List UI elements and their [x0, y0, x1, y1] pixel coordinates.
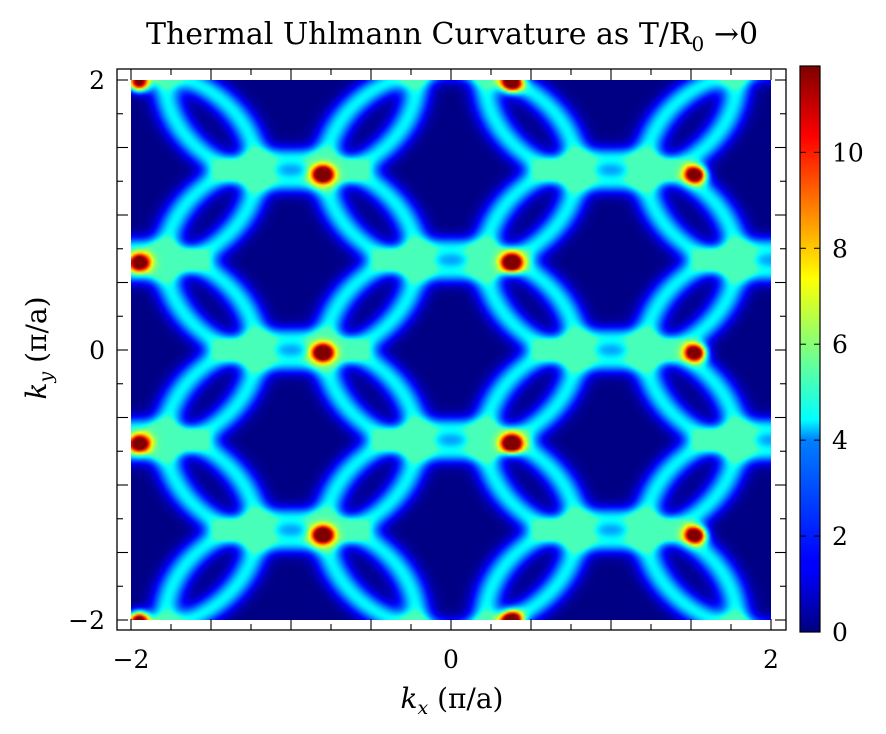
y-tick-label: 2 [89, 66, 105, 95]
colorbar-ticks: 0 2 4 6 8 10 [800, 138, 864, 647]
colorbar-tick-label: 10 [832, 138, 864, 167]
x-tick-label: 2 [763, 645, 779, 674]
y-tick-label: 0 [89, 336, 105, 365]
axis-tick-labels: −2 0 2 −2 0 2 [68, 66, 779, 674]
heatmap-plot [131, 80, 771, 620]
y-axis-label: ky (π/a) [20, 297, 57, 400]
x-tick-label: −2 [113, 645, 150, 674]
x-tick-label: 0 [443, 645, 459, 674]
x-axis-label: kx (π/a) [401, 682, 504, 719]
colorbar-gradient [799, 65, 821, 633]
chart-title: Thermal Uhlmann Curvature as T/R0 →0 [146, 17, 758, 56]
colorbar-tick-label: 0 [832, 618, 848, 647]
colorbar-tick-label: 6 [832, 330, 848, 359]
colorbar-tick-label: 8 [832, 234, 848, 263]
heatmap-image [131, 80, 771, 620]
y-tick-label: −2 [68, 606, 105, 635]
colorbar-tick-label: 2 [832, 522, 848, 551]
colorbar-tick-label: 4 [832, 426, 848, 455]
axis-ticks [117, 69, 786, 630]
colorbar: 0 2 4 6 8 10 [799, 65, 864, 647]
